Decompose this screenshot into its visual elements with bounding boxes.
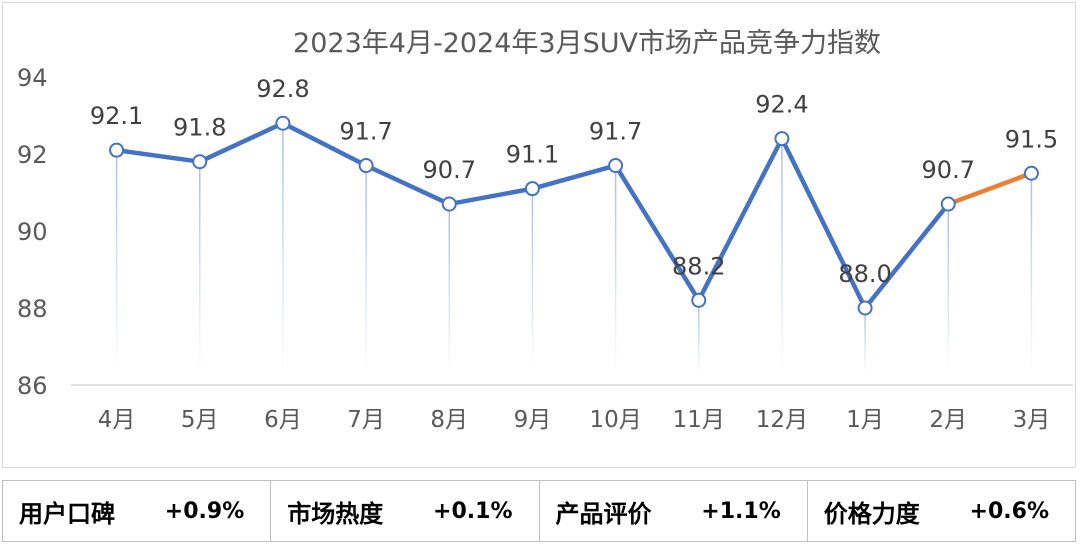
chart-title: 2023年4月-2024年3月SUV市场产品竞争力指数 <box>293 28 881 59</box>
data-point <box>608 158 624 174</box>
x-tick-label: 4月 <box>98 407 136 433</box>
x-tick-label: 9月 <box>514 407 552 433</box>
x-tick-label: 8月 <box>430 407 468 433</box>
data-label: 88.2 <box>672 252 725 280</box>
data-label: 91.1 <box>506 141 559 169</box>
data-point <box>441 196 457 212</box>
data-point <box>524 181 540 197</box>
data-label: 91.7 <box>339 118 392 146</box>
data-point <box>857 300 873 316</box>
metric-price-strength: 价格力度 +0.6% <box>808 481 1075 541</box>
data-label: 91.7 <box>589 118 642 146</box>
data-label: 90.7 <box>423 156 476 184</box>
data-label: 90.7 <box>922 156 975 184</box>
drop-line <box>698 300 700 373</box>
x-tick-label: 10月 <box>589 407 641 433</box>
metric-market-heat: 市场热度 +0.1% <box>271 481 540 541</box>
series-line-last-segment <box>946 171 1034 207</box>
metric-user-reputation: 用户口碑 +0.9% <box>3 481 272 541</box>
drop-line <box>947 204 949 373</box>
x-tick-label: 12月 <box>756 407 808 433</box>
data-point <box>192 154 208 170</box>
x-tick-label: 11月 <box>673 407 725 433</box>
metric-label: 用户口碑 <box>19 499 115 528</box>
data-label: 88.0 <box>838 260 891 288</box>
drop-line <box>781 138 783 373</box>
y-tick-label: 94 <box>17 64 48 92</box>
data-point <box>774 131 790 147</box>
metric-label: 市场热度 <box>287 499 384 528</box>
line-chart: 2023年4月-2024年3月SUV市场产品竞争力指数 86 88 90 92 94 9… <box>17 28 1073 433</box>
y-tick-label: 92 <box>17 141 48 169</box>
data-point <box>275 115 291 131</box>
x-tick-label: 1月 <box>846 407 884 433</box>
data-label: 91.8 <box>173 114 226 142</box>
drop-line <box>282 123 284 373</box>
metric-label: 产品评价 <box>555 499 652 528</box>
x-tick-label: 3月 <box>1013 407 1051 433</box>
drop-line <box>1030 173 1033 373</box>
metric-value: +0.1% <box>433 498 513 524</box>
data-point <box>109 142 125 158</box>
data-point <box>691 292 707 308</box>
drop-line <box>531 188 534 373</box>
x-tick-label: 6月 <box>264 407 302 433</box>
metric-value: +0.9% <box>164 498 245 524</box>
drop-line <box>448 204 450 373</box>
data-point <box>358 158 374 174</box>
metric-value: +1.1% <box>701 498 781 524</box>
drop-line <box>115 150 118 373</box>
drop-line <box>365 165 367 373</box>
x-tick-label: 5月 <box>181 407 219 433</box>
data-point <box>1023 165 1039 181</box>
drop-line <box>864 308 866 373</box>
drop-line <box>199 161 201 373</box>
y-tick-label: 88 <box>17 295 48 323</box>
x-tick-label: 2月 <box>929 407 967 433</box>
drop-line <box>614 165 617 373</box>
x-tick-label: 7月 <box>347 407 385 433</box>
data-label: 91.5 <box>1005 125 1058 153</box>
y-tick-label: 90 <box>17 218 48 246</box>
metric-label: 价格力度 <box>823 499 920 528</box>
data-label: 92.1 <box>90 102 143 130</box>
metric-value: +0.6% <box>969 498 1049 524</box>
y-tick-label: 86 <box>17 372 48 400</box>
chart-container: 2023年4月-2024年3月SUV市场产品竞争力指数 86 88 90 92 94 9… <box>2 2 1076 468</box>
metrics-bar: 用户口碑 +0.9% 市场热度 +0.1% 产品评价 +1.1% 价格力度 +0… <box>2 480 1076 542</box>
data-label: 92.4 <box>755 91 808 119</box>
data-point <box>940 196 956 212</box>
data-label: 92.8 <box>256 75 309 103</box>
metric-product-review: 产品评价 +1.1% <box>540 481 808 541</box>
